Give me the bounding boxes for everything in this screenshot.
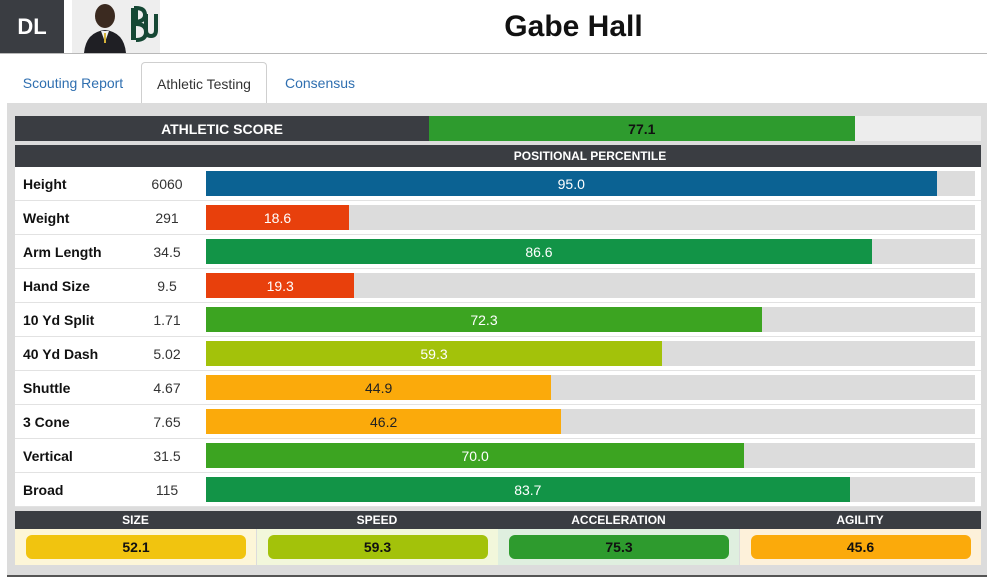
athletic-score-bar: 77.1 [429, 116, 855, 141]
tab-consensus[interactable]: Consensus [284, 75, 356, 91]
measurement-label: 40 Yd Dash [23, 346, 99, 362]
tab-bar: Scouting Report Athletic Testing Consens… [0, 62, 987, 105]
category-score-pill: 59.3 [267, 535, 488, 559]
measurement-label: Broad [23, 482, 64, 498]
percentile-track: 72.3 [206, 307, 975, 332]
player-photo [72, 0, 160, 53]
table-row: Shuttle 4.67 44.9 [15, 371, 981, 405]
measurement-value: 115 [155, 482, 179, 498]
category-cell: 52.1 [15, 529, 256, 565]
percentile-bar: 59.3 [206, 341, 663, 366]
percentile-track: 18.6 [206, 205, 975, 230]
measurement-label: Height [23, 176, 67, 192]
positional-percentile-header: POSITIONAL PERCENTILE [15, 145, 981, 167]
percentile-track: 59.3 [206, 341, 975, 366]
category-scores: 52.1 59.3 75.3 45.6 [15, 529, 981, 565]
percentile-bar: 95.0 [206, 171, 937, 196]
category-score-pill: 45.6 [750, 535, 971, 559]
measurement-label: 3 Cone [23, 414, 70, 430]
percentile-bar: 86.6 [206, 239, 872, 264]
measurement-value: 9.5 [157, 278, 177, 294]
table-row: Vertical 31.5 70.0 [15, 439, 981, 473]
table-row: 10 Yd Split 1.71 72.3 [15, 303, 981, 337]
category-cell: 75.3 [498, 529, 739, 565]
percentile-bar: 19.3 [206, 273, 355, 298]
category-header: SIZE SPEED ACCELERATION AGILITY [15, 511, 981, 529]
percentile-track: 46.2 [206, 409, 975, 434]
table-row: 40 Yd Dash 5.02 59.3 [15, 337, 981, 371]
athletic-score-label: ATHLETIC SCORE [15, 116, 429, 141]
percentile-track: 83.7 [206, 477, 975, 502]
measurement-value: 291 [155, 210, 179, 226]
player-header: DL Gabe Hall [0, 0, 987, 54]
table-row: Hand Size 9.5 19.3 [15, 269, 981, 303]
measurement-value: 1.71 [153, 312, 181, 328]
panel-bottom-border [7, 575, 987, 577]
percentile-bar: 44.9 [206, 375, 552, 400]
measurement-value: 34.5 [153, 244, 181, 260]
table-row: Height 6060 95.0 [15, 167, 981, 201]
measurement-label: Weight [23, 210, 70, 226]
measurement-label: Vertical [23, 448, 73, 464]
measurement-value: 31.5 [153, 448, 181, 464]
table-row: 3 Cone 7.65 46.2 [15, 405, 981, 439]
category-label: SPEED [356, 513, 398, 527]
player-name: Gabe Hall [504, 9, 643, 43]
percentile-track: 19.3 [206, 273, 975, 298]
measurement-label: Shuttle [23, 380, 71, 396]
measurement-value: 6060 [151, 176, 183, 192]
measurement-label: Arm Length [23, 244, 102, 260]
measurement-value: 5.02 [153, 346, 181, 362]
category-label: AGILITY [836, 513, 884, 527]
percentile-track: 86.6 [206, 239, 975, 264]
measurement-rows: Height 6060 95.0 Weight 291 18.6 Arm Length 34.… [15, 167, 981, 507]
category-label: SIZE [122, 513, 149, 527]
category-cell: 45.6 [739, 529, 981, 565]
measurement-value: 4.67 [153, 380, 181, 396]
athletic-testing-panel: ATHLETIC SCORE 77.1 POSITIONAL PERCENTIL… [7, 103, 987, 575]
percentile-track: 70.0 [206, 443, 975, 468]
percentile-bar: 18.6 [206, 205, 350, 230]
measurement-label: Hand Size [23, 278, 90, 294]
category-score-pill: 52.1 [26, 535, 246, 559]
measurement-value: 7.65 [153, 414, 181, 430]
team-logo-icon [131, 6, 158, 42]
athletic-score-row: ATHLETIC SCORE 77.1 [15, 116, 981, 141]
percentile-track: 95.0 [206, 171, 975, 196]
percentile-track: 44.9 [206, 375, 975, 400]
category-score-pill: 75.3 [509, 535, 729, 559]
table-row: Weight 291 18.6 [15, 201, 981, 235]
tab-scouting-report[interactable]: Scouting Report [22, 75, 124, 91]
tab-athletic-testing[interactable]: Athletic Testing [141, 62, 267, 105]
percentile-bar: 83.7 [206, 477, 850, 502]
category-cell: 59.3 [256, 529, 498, 565]
table-row: Broad 115 83.7 [15, 473, 981, 507]
percentile-bar: 72.3 [206, 307, 762, 332]
position-badge: DL [0, 0, 64, 53]
percentile-bar: 46.2 [206, 409, 562, 434]
table-row: Arm Length 34.5 86.6 [15, 235, 981, 269]
category-label: ACCELERATION [571, 513, 666, 527]
percentile-bar: 70.0 [206, 443, 745, 468]
measurement-label: 10 Yd Split [23, 312, 95, 328]
